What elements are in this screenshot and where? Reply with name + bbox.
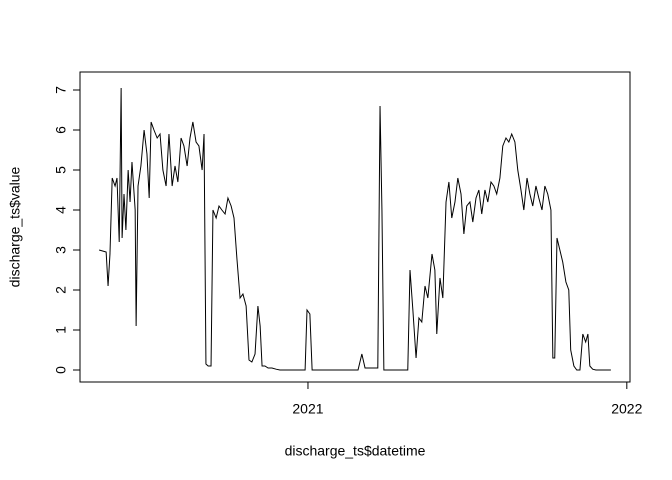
y-tick-label: 0 [53, 366, 69, 374]
y-tick-label: 5 [53, 166, 69, 174]
y-tick-label: 3 [53, 246, 69, 254]
y-tick-label: 2 [53, 286, 69, 294]
y-tick-label: 1 [53, 326, 69, 334]
y-axis-label: discharge_ts$value [7, 166, 23, 287]
x-tick-label: 2022 [611, 401, 642, 417]
plot-box [79, 71, 631, 383]
y-tick-label: 4 [53, 206, 69, 214]
y-tick-label: 7 [53, 86, 69, 94]
y-tick-label: 6 [53, 126, 69, 134]
x-tick-label: 2021 [292, 401, 323, 417]
data-line [98, 87, 611, 371]
x-axis-label: discharge_ts$datetime [285, 443, 426, 459]
